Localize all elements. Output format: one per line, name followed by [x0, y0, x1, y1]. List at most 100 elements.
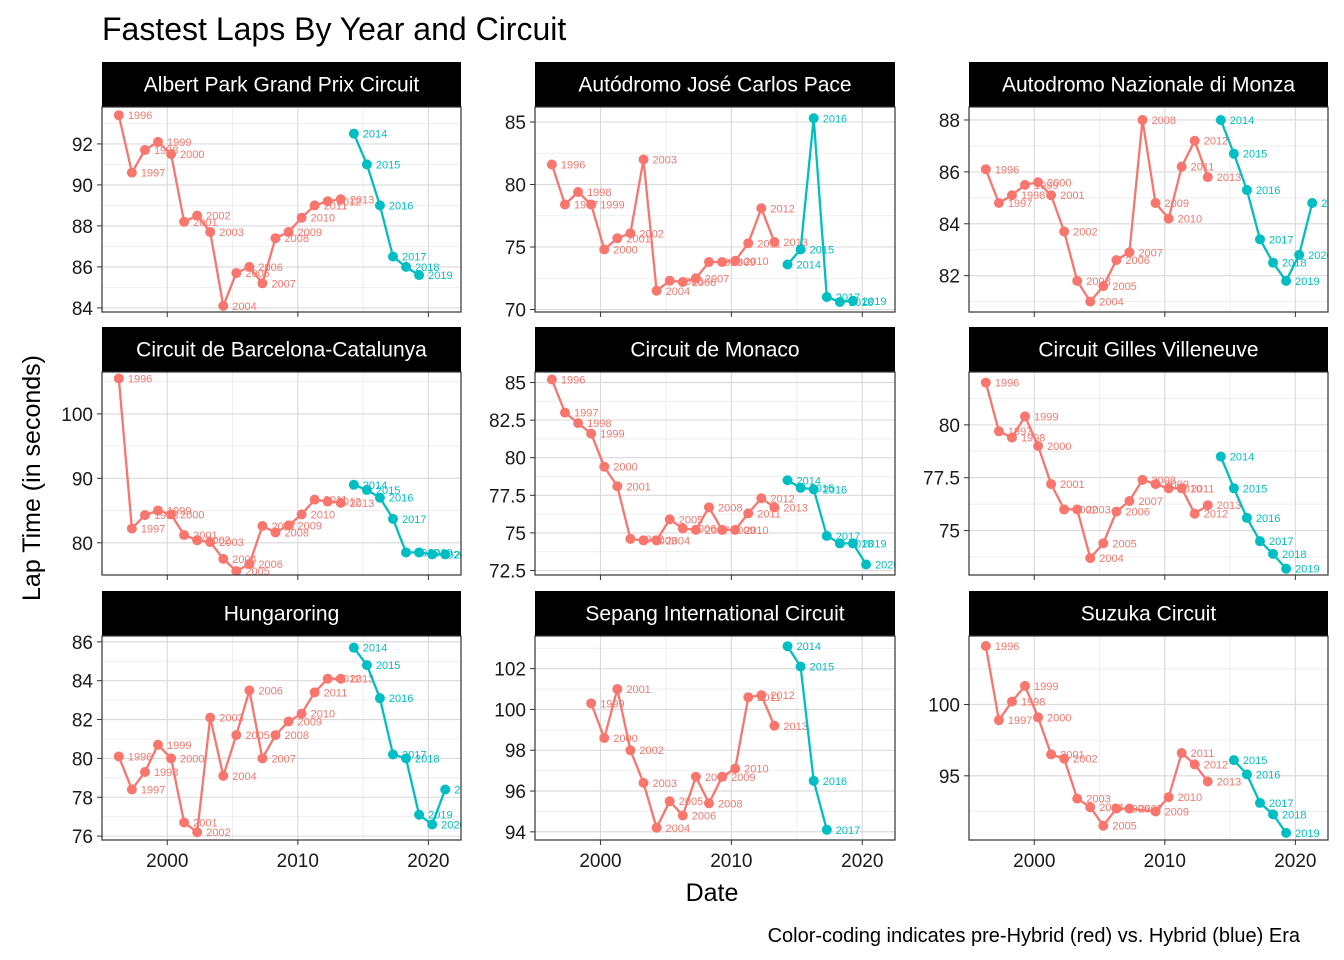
data-point	[192, 827, 203, 838]
data-point	[795, 244, 806, 255]
data-point	[139, 145, 150, 156]
data-label: 2010	[1178, 792, 1202, 804]
data-label: 2013	[350, 194, 374, 206]
facet-strip	[102, 327, 461, 372]
data-point	[1111, 255, 1122, 266]
data-label: 2004	[232, 301, 256, 313]
data-label: 2006	[1125, 255, 1149, 267]
data-point	[166, 509, 177, 520]
data-point	[1202, 500, 1213, 511]
x-tick-label: 2000	[579, 851, 621, 872]
y-tick-label: 95	[939, 767, 960, 788]
data-point	[980, 377, 991, 388]
facet-strip-label: Circuit Gilles Villeneuve	[1038, 339, 1258, 362]
data-label: 2019	[862, 296, 886, 308]
data-label: 2019	[428, 810, 452, 822]
data-point	[1189, 508, 1200, 519]
data-label: 1999	[167, 137, 191, 149]
data-point	[717, 257, 728, 267]
data-label: 2013	[1217, 172, 1241, 184]
data-label: 2016	[823, 776, 847, 788]
data-label: 1999	[1034, 411, 1058, 423]
data-point	[703, 798, 714, 809]
data-point	[257, 521, 268, 532]
data-label: 2020	[1308, 250, 1332, 262]
data-point	[1046, 190, 1057, 201]
data-label: 2011	[1191, 748, 1215, 760]
data-label: 2006	[692, 811, 716, 823]
data-point	[348, 128, 359, 139]
data-point	[1046, 749, 1057, 760]
data-label: 2005	[1112, 281, 1136, 293]
data-label: 2014	[1230, 115, 1254, 127]
data-label: 2015	[376, 159, 400, 171]
data-label: 2012	[770, 493, 794, 505]
panel-border	[534, 371, 896, 576]
data-label: 2018	[1282, 549, 1306, 561]
data-point	[795, 661, 806, 672]
data-point	[993, 198, 1004, 209]
data-label: 2000	[180, 753, 204, 765]
data-point	[1033, 441, 1044, 452]
data-point	[847, 538, 858, 549]
data-point	[730, 763, 741, 774]
data-label: 2002	[639, 228, 663, 240]
y-tick-label: 82.5	[489, 411, 526, 432]
data-point	[1006, 432, 1017, 443]
data-point	[1294, 249, 1305, 260]
data-label: 2013	[783, 502, 807, 514]
y-tick-label: 82	[939, 267, 960, 288]
data-label: 2002	[639, 745, 663, 757]
data-point	[1085, 802, 1096, 813]
data-label: 1998	[1021, 697, 1045, 709]
data-point	[1268, 809, 1279, 820]
data-label: 2004	[1099, 553, 1123, 565]
data-point	[126, 784, 137, 795]
x-tick-label: 2010	[710, 851, 752, 872]
data-label: 2011	[1191, 162, 1215, 174]
data-label: 2011	[1191, 483, 1215, 495]
data-point	[1241, 512, 1252, 523]
data-point	[296, 212, 307, 223]
y-tick-label: 75	[505, 524, 526, 545]
panel-5: Circuit de Monaco 72.5 75 77.5 80 82.5 85 1996 1…	[489, 327, 896, 582]
data-point	[677, 810, 688, 821]
data-label: 2000	[613, 245, 637, 257]
data-point	[651, 822, 662, 833]
data-label: 2012	[1204, 759, 1228, 771]
data-label: 2018	[415, 753, 439, 765]
data-point	[309, 687, 320, 698]
data-label: 2007	[1138, 247, 1162, 259]
data-point	[821, 292, 832, 302]
data-point	[808, 484, 819, 495]
facet-strip	[969, 62, 1328, 107]
data-point	[192, 210, 203, 221]
data-point	[1124, 803, 1135, 814]
data-point	[612, 481, 623, 492]
data-point	[651, 285, 662, 296]
data-label: 2006	[258, 685, 282, 697]
data-point	[427, 549, 438, 560]
y-tick-label: 80	[72, 749, 93, 770]
data-point	[861, 559, 872, 570]
data-label: 2001	[1060, 190, 1084, 202]
data-label: 2017	[1269, 234, 1293, 246]
data-label: 1998	[587, 187, 611, 199]
data-label: 2009	[1165, 806, 1189, 818]
y-tick-label: 84	[72, 672, 94, 693]
panel-border	[101, 635, 462, 841]
data-point	[335, 194, 346, 205]
y-tick-label: 100	[928, 695, 960, 716]
panel-8: Sepang International Circuit 94 96 98 100 102…	[494, 591, 896, 872]
data-label: 2004	[232, 771, 256, 783]
y-tick-label: 75	[939, 522, 960, 543]
data-point	[743, 238, 754, 249]
chart-caption: Color-coding indicates pre-Hybrid (red) …	[768, 925, 1301, 947]
panel-background	[969, 636, 1328, 840]
data-label: 2016	[389, 493, 413, 505]
series-line-hybrid	[786, 645, 828, 831]
data-point	[638, 154, 649, 165]
data-point	[166, 753, 177, 764]
facet-strip	[535, 62, 895, 107]
